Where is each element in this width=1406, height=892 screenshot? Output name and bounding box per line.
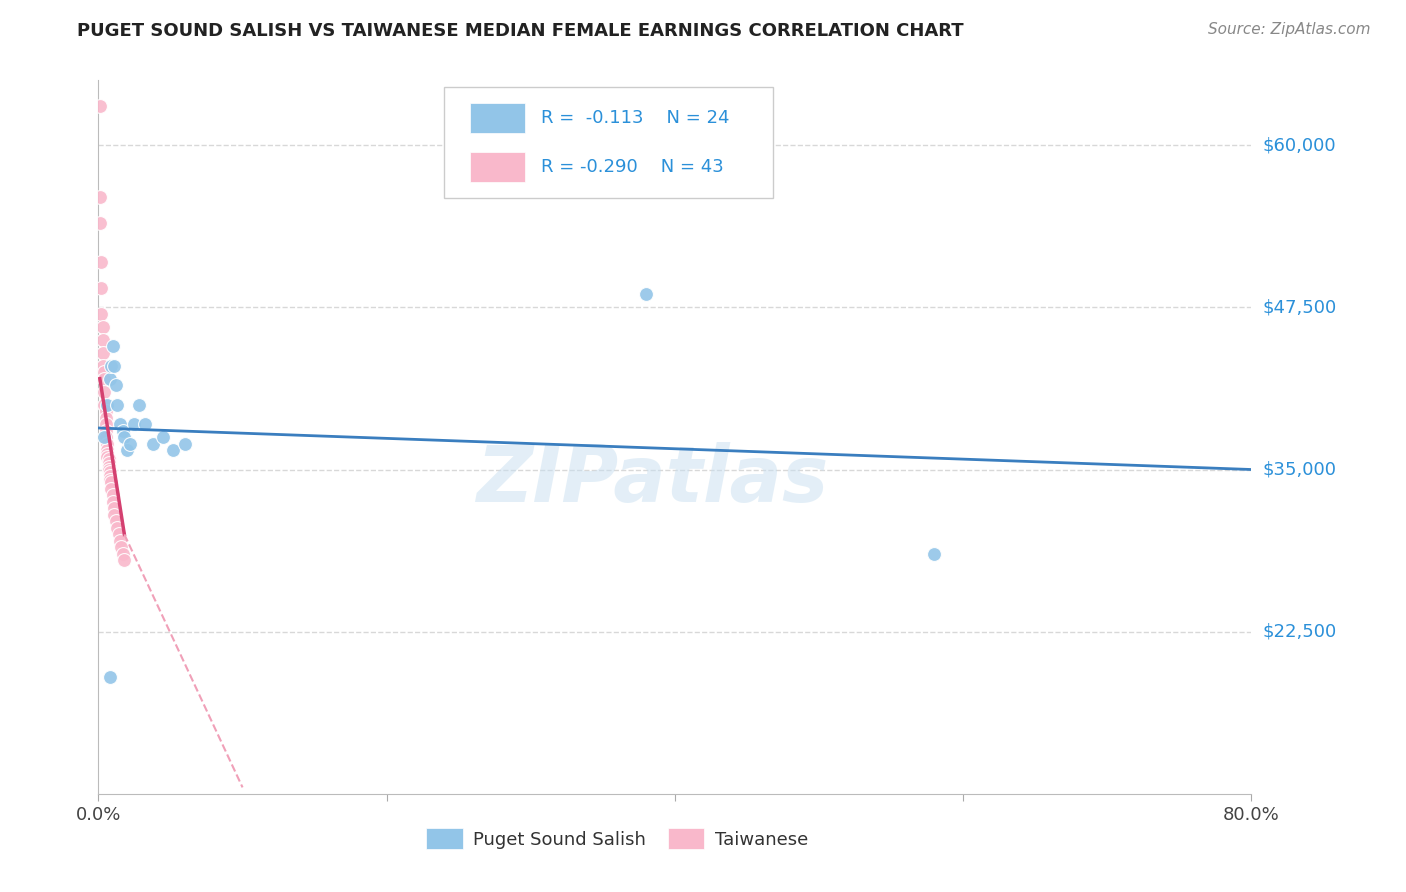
- Point: [94, 404, 117, 418]
- Point: [97, 462, 120, 476]
- Point: [93, 365, 115, 379]
- Point: [91, 333, 114, 347]
- Point: [98, 465, 121, 479]
- Point: [104, 515, 127, 529]
- Point: [107, 527, 129, 541]
- Bar: [470, 153, 524, 182]
- Text: $47,500: $47,500: [1263, 298, 1337, 317]
- Point: [94, 430, 117, 444]
- Text: $22,500: $22,500: [1263, 623, 1337, 640]
- Legend: Puget Sound Salish, Taiwanese: Puget Sound Salish, Taiwanese: [419, 821, 815, 856]
- Point: [100, 482, 122, 496]
- Point: [174, 436, 197, 450]
- Point: [101, 495, 124, 509]
- Point: [111, 424, 134, 438]
- Point: [112, 430, 135, 444]
- Point: [100, 475, 122, 490]
- Point: [89, 99, 111, 113]
- Point: [100, 359, 122, 373]
- Point: [97, 459, 120, 474]
- Point: [90, 255, 112, 269]
- Text: PUGET SOUND SALISH VS TAIWANESE MEDIAN FEMALE EARNINGS CORRELATION CHART: PUGET SOUND SALISH VS TAIWANESE MEDIAN F…: [77, 22, 965, 40]
- Point: [90, 307, 112, 321]
- Text: $60,000: $60,000: [1263, 136, 1336, 154]
- Point: [98, 670, 121, 684]
- Point: [112, 553, 135, 567]
- FancyBboxPatch shape: [444, 87, 773, 198]
- Bar: [470, 103, 524, 133]
- Point: [636, 287, 658, 301]
- Point: [111, 547, 134, 561]
- Point: [103, 501, 125, 516]
- Point: [108, 417, 131, 431]
- Point: [110, 541, 132, 555]
- Point: [124, 417, 146, 431]
- Point: [93, 430, 115, 444]
- Point: [97, 456, 120, 470]
- Text: R = -0.290    N = 43: R = -0.290 N = 43: [541, 159, 724, 177]
- Point: [105, 521, 128, 535]
- Point: [101, 339, 124, 353]
- Point: [98, 372, 121, 386]
- Point: [89, 216, 111, 230]
- Point: [98, 469, 121, 483]
- Point: [103, 508, 125, 522]
- Point: [152, 430, 174, 444]
- Point: [98, 473, 121, 487]
- Point: [108, 533, 131, 548]
- Point: [96, 443, 118, 458]
- Point: [93, 372, 115, 386]
- Point: [101, 488, 124, 502]
- Text: ZIPatlas: ZIPatlas: [475, 442, 828, 518]
- Point: [96, 398, 118, 412]
- Point: [94, 417, 117, 431]
- Point: [91, 359, 114, 373]
- Point: [91, 345, 114, 359]
- Point: [105, 398, 128, 412]
- Text: Source: ZipAtlas.com: Source: ZipAtlas.com: [1208, 22, 1371, 37]
- Point: [162, 443, 184, 458]
- Point: [128, 398, 150, 412]
- Point: [142, 436, 165, 450]
- Point: [97, 452, 120, 467]
- Point: [93, 398, 115, 412]
- Point: [90, 281, 112, 295]
- Point: [117, 443, 139, 458]
- Point: [94, 424, 117, 438]
- Text: R =  -0.113    N = 24: R = -0.113 N = 24: [541, 109, 730, 127]
- Point: [89, 190, 111, 204]
- Point: [104, 378, 127, 392]
- Point: [924, 547, 946, 561]
- Point: [134, 417, 156, 431]
- Point: [96, 450, 118, 464]
- Point: [91, 319, 114, 334]
- Point: [103, 359, 125, 373]
- Point: [96, 447, 118, 461]
- Text: $35,000: $35,000: [1263, 460, 1337, 478]
- Point: [94, 410, 117, 425]
- Point: [120, 436, 142, 450]
- Point: [96, 436, 118, 450]
- Point: [93, 384, 115, 399]
